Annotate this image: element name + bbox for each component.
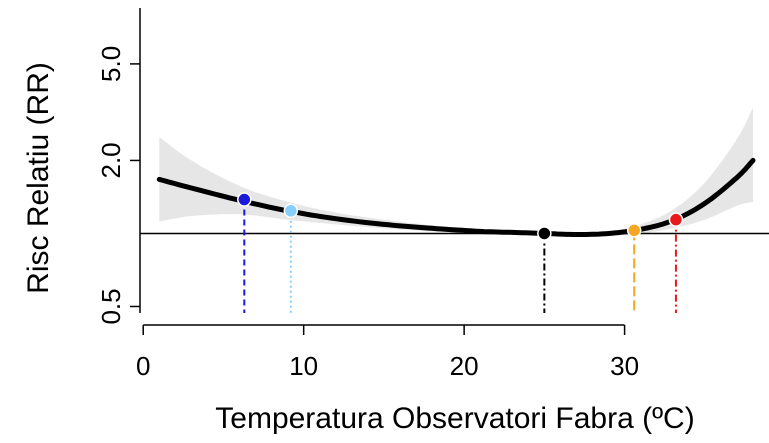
rr-curve-line	[156, 157, 756, 237]
axes: 0 10 20 30 0.5 2.0 5.0	[96, 8, 639, 381]
x-tick-label-30: 30	[610, 351, 639, 381]
marker-drop-lines	[243, 199, 677, 313]
y-tick-label-1: 2.0	[96, 142, 126, 178]
x-tick-label-10: 10	[289, 351, 318, 381]
marker-point-5	[668, 212, 684, 227]
x-axis-title: Temperatura Observatori Fabra (ºC)	[215, 402, 694, 435]
y-tick-label-2: 5.0	[96, 46, 126, 82]
marker-point-2	[283, 203, 299, 219]
marker-point-4	[626, 223, 642, 238]
marker-point-1	[237, 192, 252, 207]
y-axis-title: Risc Relatiu (RR)	[22, 62, 55, 294]
rr-curve-group	[156, 157, 756, 237]
temperature-markers	[237, 192, 684, 241]
confidence-band	[159, 107, 754, 236]
y-tick-label-0: 0.5	[96, 288, 126, 324]
marker-point-3	[537, 226, 552, 241]
x-tick-label-20: 20	[450, 351, 479, 381]
confidence-band-area	[159, 107, 754, 236]
x-tick-label-0: 0	[136, 351, 150, 381]
